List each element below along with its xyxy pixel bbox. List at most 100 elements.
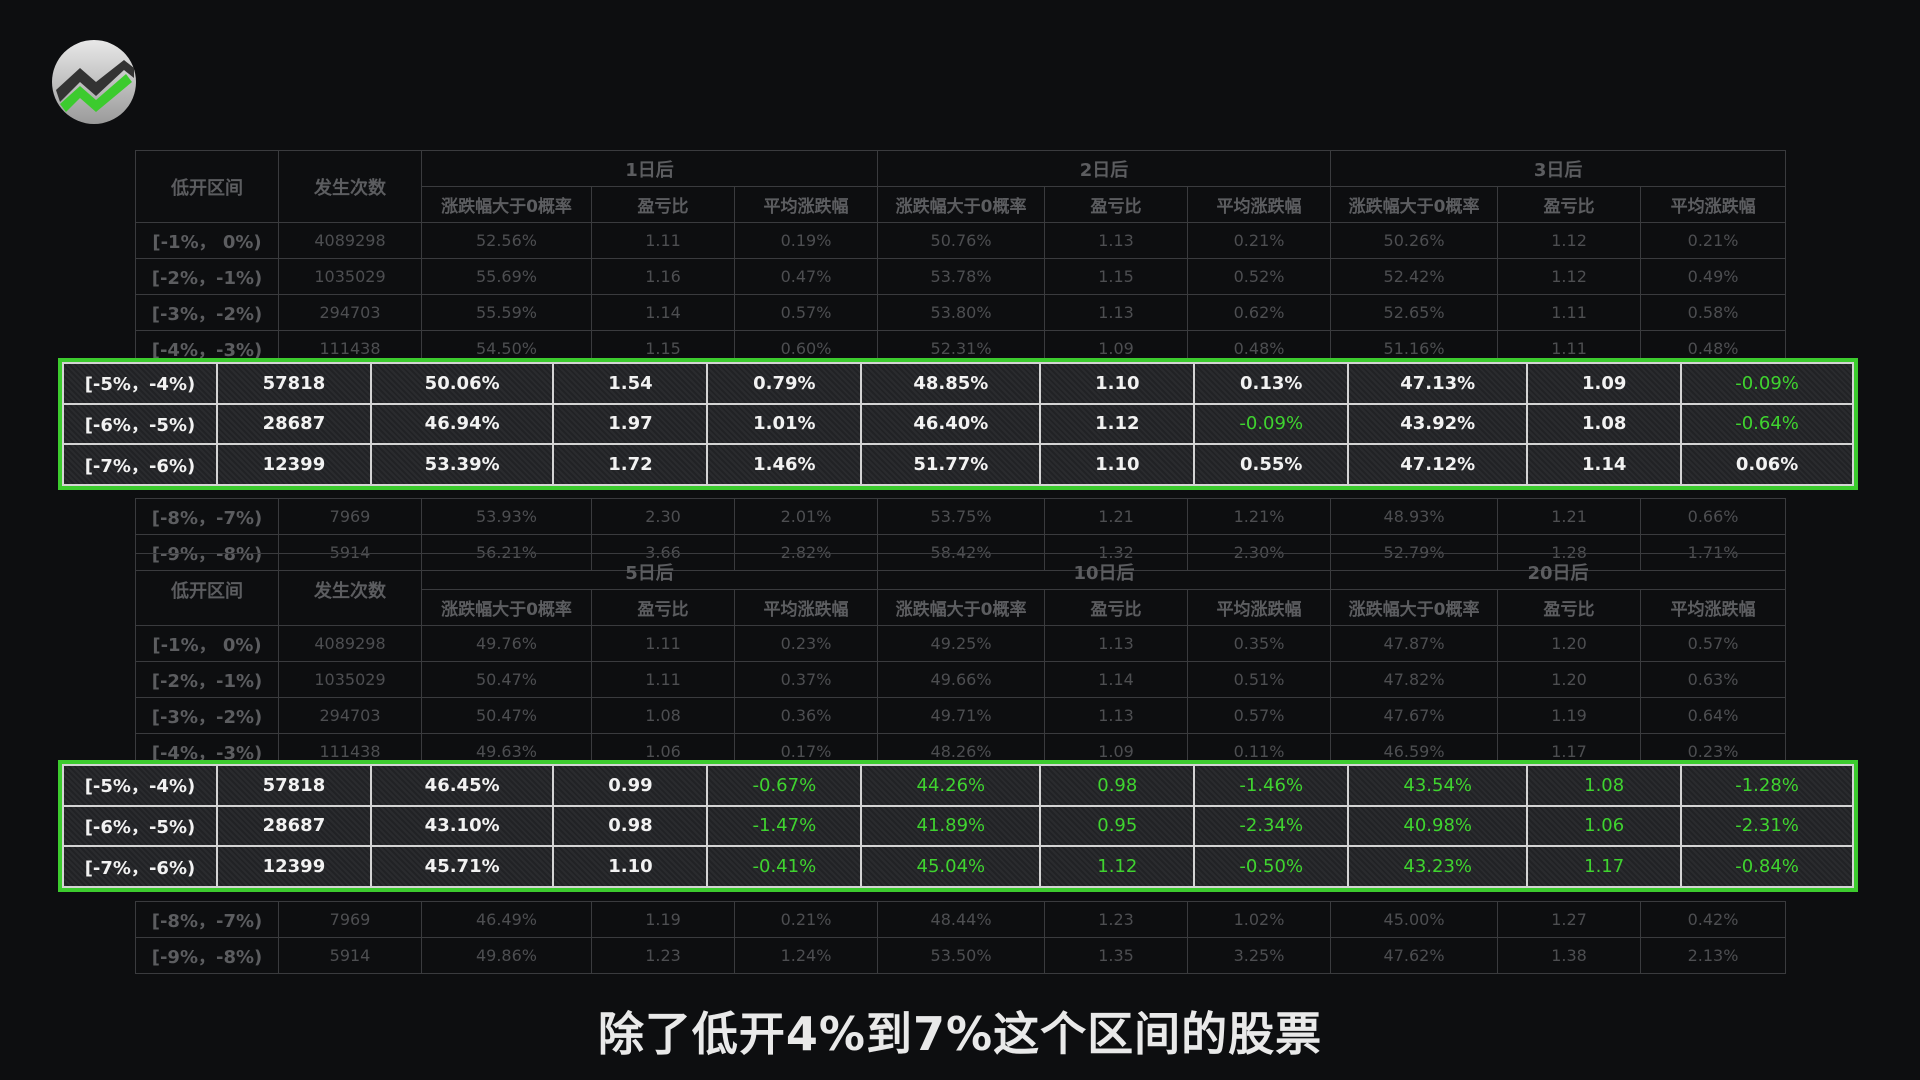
table-cell: 52.42% [1330,258,1499,295]
table-cell: 1.54 [552,362,709,405]
table-cell: 52.56% [421,222,592,259]
table-cell: 46.40% [860,402,1042,446]
range-cell: [-5%，-4%) [62,362,218,405]
table-cell: 1.14 [591,294,735,331]
table-cell: 53.39% [369,443,555,486]
range-cell: [-9%，-8%) [135,937,279,974]
table-cell: 0.19% [733,222,879,259]
range-cell: [-3%，-2%) [135,294,279,331]
table-cell: 0.21% [1640,222,1787,259]
range-cell: [-1%， 0%) [135,625,279,662]
table-cell: 294703 [278,294,422,331]
highlight-row: [-6%，-5%) 28687 46.94% 1.97 1.01% 46.40% 1.12-… [62,402,1854,446]
table-cell: 1.23 [591,937,735,974]
table-cell: 50.47% [421,697,592,734]
table-cell: 1.10 [1039,443,1196,486]
table-cell: 0.21% [1187,222,1332,259]
table-cell: 0.66% [1640,498,1787,535]
table-cell: -0.41% [706,845,863,888]
table-cell: 1.20 [1497,625,1642,662]
table-cell: 50.76% [877,222,1046,259]
table-row: [-1%， 0%) 4089298 52.56% 1.11 0.19% 50.76% 1.1… [135,222,1787,259]
table-cell: 0.55% [1193,443,1350,486]
table-cell: 1.11 [591,661,735,698]
table-row: [-8%，-7%) 7969 53.93% 2.30 2.01% 53.75% 1.21 1.… [135,498,1787,535]
table-cell: -1.47% [706,804,863,848]
table-cell: 43.23% [1347,845,1529,888]
table-cell: 0.35% [1187,625,1332,662]
table-cell: 1.06 [1526,804,1683,848]
table-cell: 1.97 [552,402,709,446]
trend-chart-logo-icon [52,40,136,124]
table-cell: 3.25% [1187,937,1332,974]
subtitle-caption: 除了低开4%到7%这个区间的股票 [597,1007,1323,1061]
highlight-box-bottom: [-5%，-4%) 57818 46.45% 0.99 -0.67% 44.26% 0.98… [58,760,1858,892]
subheader-cell: 盈亏比 [1044,589,1189,626]
table-cell: 1.08 [591,697,735,734]
table-cell: 0.63% [1640,661,1787,698]
table-cell: 1.09 [1526,362,1683,405]
table-cell: 0.23% [733,625,879,662]
group-header: 3日后 [1330,150,1787,187]
range-cell: [-8%，-7%) [135,498,279,535]
table-cell: 57818 [215,764,372,807]
table-cell: 41.89% [860,804,1042,848]
group-header: 10日后 [877,553,1332,590]
subheader-cell: 盈亏比 [1497,589,1642,626]
table-cell: -0.09% [1193,402,1350,446]
table-cell: 12399 [215,443,372,486]
table-cell: 1.10 [552,845,709,888]
table-cell: 0.52% [1187,258,1332,295]
table-cell: 0.47% [733,258,879,295]
subheader-cell: 涨跌幅大于0概率 [1330,589,1499,626]
table-cell: 1.24% [733,937,879,974]
table-cell: 1.20 [1497,661,1642,698]
table-cell: 1.14 [1044,661,1189,698]
table-cell: 46.45% [369,764,555,807]
table-cell: 1.13 [1044,697,1189,734]
highlight-row: [-5%，-4%) 57818 50.06% 1.54 0.79% 48.85% 1.10 0… [62,362,1854,405]
highlight-row: [-5%，-4%) 57818 46.45% 0.99 -0.67% 44.26% 0.98… [62,764,1854,807]
subheader-cell: 平均涨跌幅 [733,589,879,626]
table-cell: 0.13% [1193,362,1350,405]
table-cell: 1.23 [1044,901,1189,938]
table-cell: 1.12 [1039,402,1196,446]
table-cell: 0.51% [1187,661,1332,698]
table-cell: 47.13% [1347,362,1529,405]
table-cell: 49.86% [421,937,592,974]
table-cell: 1.12 [1497,258,1642,295]
table-cell: 53.78% [877,258,1046,295]
table-cell: 43.54% [1347,764,1529,807]
table-row: [-3%，-2%) 294703 50.47% 1.08 0.36% 49.71% 1.13… [135,697,1787,734]
table-cell: 1.02% [1187,901,1332,938]
table-cell: -0.64% [1680,402,1854,446]
table-cell: 43.10% [369,804,555,848]
table-cell: 1.13 [1044,294,1189,331]
table-cell: 1.11 [591,625,735,662]
table-cell: 1.19 [1497,697,1642,734]
table-cell: 0.21% [733,901,879,938]
table-cell: 0.64% [1640,697,1787,734]
count-header: 发生次数 [278,150,422,223]
table-row: [-1%， 0%) 4089298 49.76% 1.11 0.23% 49.25% 1.1… [135,625,1787,662]
table-row: [-8%，-7%) 7969 46.49% 1.19 0.21% 48.44% 1.23 1.… [135,901,1787,938]
table-cell: 7969 [278,901,422,938]
table-cell: 55.59% [421,294,592,331]
table-cell: 1.08 [1526,764,1683,807]
group-header: 20日后 [1330,553,1787,590]
table-cell: 48.85% [860,362,1042,405]
table-cell: 1.46% [706,443,863,486]
table-cell: 47.82% [1330,661,1499,698]
table-row: [-2%，-1%) 1035029 50.47% 1.11 0.37% 49.66% 1.1… [135,661,1787,698]
table-cell: 1.35 [1044,937,1189,974]
subheader-cell: 涨跌幅大于0概率 [1330,186,1499,223]
subheader-cell: 平均涨跌幅 [1187,589,1332,626]
table-cell: 40.98% [1347,804,1529,848]
table-cell: 1.12 [1497,222,1642,259]
range-cell: [-3%，-2%) [135,697,279,734]
table-cell: 1035029 [278,258,422,295]
table-cell: 46.94% [369,402,555,446]
range-cell: [-2%，-1%) [135,661,279,698]
table-cell: 12399 [215,845,372,888]
table-cell: 0.95 [1039,804,1196,848]
